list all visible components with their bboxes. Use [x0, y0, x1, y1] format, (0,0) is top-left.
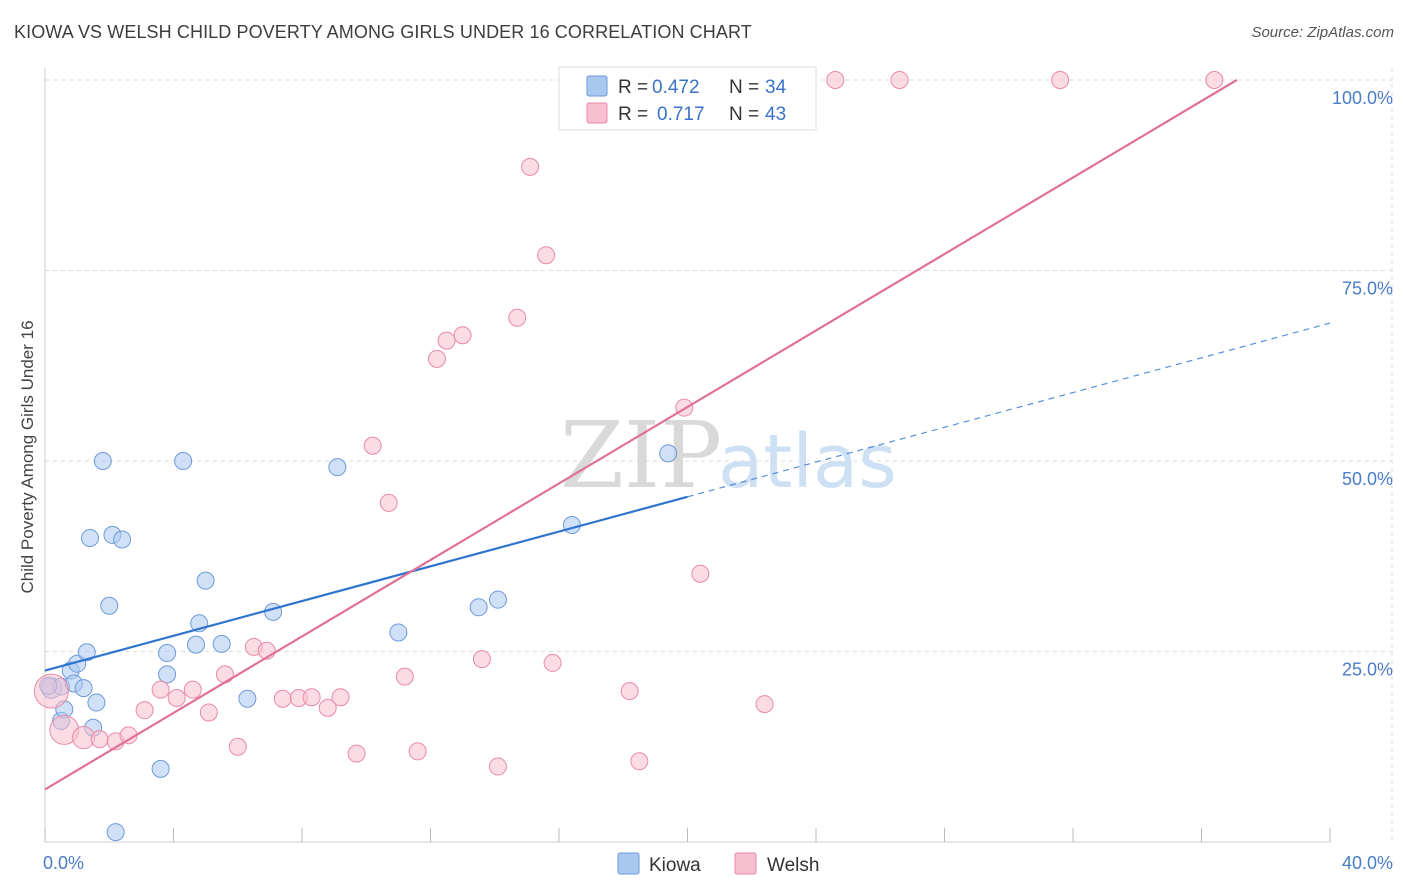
watermark-atlas: atlas — [718, 419, 897, 505]
point-kiowa-12 — [93, 452, 112, 470]
point-welsh-12 — [228, 737, 247, 756]
point-kiowa-25 — [238, 689, 257, 708]
point-kiowa-29 — [469, 598, 488, 617]
trend-line-kiowa-extension — [687, 322, 1331, 498]
bottom-legend-swatch-welsh — [734, 852, 757, 875]
point-welsh-25 — [427, 349, 446, 368]
correlation-legend: R = 0.472 N = 34 R = 0.717 N = 43 — [558, 66, 817, 131]
legend-r-label-kiowa: R = — [618, 77, 648, 98]
point-welsh-34 — [620, 682, 639, 701]
legend-r-value-welsh: 0.717 — [657, 104, 705, 125]
point-kiowa-9 — [80, 528, 99, 547]
series-legend: Kiowa Welsh — [617, 852, 819, 876]
point-welsh-15 — [273, 689, 292, 708]
point-welsh-33 — [543, 653, 562, 672]
point-kiowa-15 — [106, 823, 125, 842]
legend-r-value-kiowa: 0.472 — [652, 77, 700, 98]
x-tick-labels: 0.0% 40.0% — [43, 853, 1393, 873]
point-welsh-20 — [347, 744, 366, 763]
legend-swatch-kiowa — [586, 75, 608, 97]
watermark-zip: ZIP — [560, 402, 722, 509]
point-kiowa-24 — [212, 634, 231, 653]
point-kiowa-7 — [74, 679, 93, 698]
axes — [44, 68, 1331, 843]
point-welsh-11 — [215, 665, 234, 684]
point-welsh-22 — [379, 493, 398, 512]
point-welsh-7 — [151, 680, 170, 699]
legend-n-label-kiowa: N = — [729, 77, 759, 98]
point-kiowa-17 — [151, 759, 170, 778]
point-welsh-0 — [33, 673, 69, 709]
legend-n-value-kiowa: 34 — [765, 77, 787, 98]
bottom-legend-label-welsh: Welsh — [767, 855, 819, 876]
point-kiowa-23 — [196, 571, 215, 590]
point-kiowa-31 — [562, 516, 581, 535]
trend-lines — [44, 79, 1331, 791]
point-kiowa-18 — [158, 665, 177, 684]
point-kiowa-20 — [174, 452, 193, 470]
point-kiowa-21 — [186, 635, 205, 654]
point-welsh-24 — [408, 742, 427, 761]
watermark: ZIP atlas — [560, 402, 897, 509]
bottom-legend-swatch-kiowa — [617, 852, 640, 875]
point-kiowa-16 — [113, 530, 132, 549]
point-welsh-40 — [890, 71, 909, 89]
point-welsh-27 — [453, 326, 472, 345]
point-kiowa-30 — [488, 590, 507, 609]
trend-line-kiowa — [44, 495, 688, 672]
point-kiowa-19 — [158, 644, 177, 663]
point-welsh-31 — [521, 157, 540, 176]
point-welsh-28 — [472, 650, 491, 669]
point-kiowa-32 — [659, 444, 678, 463]
point-welsh-10 — [199, 703, 218, 722]
trend-line-welsh — [44, 79, 1238, 791]
point-welsh-8 — [167, 688, 186, 707]
x-tick-label-min: 0.0% — [43, 853, 84, 873]
y-tick-label-25: 25.0% — [1342, 660, 1393, 680]
point-welsh-23 — [395, 667, 414, 686]
x-tick-label-max: 40.0% — [1342, 853, 1393, 873]
point-welsh-17 — [302, 688, 321, 707]
point-welsh-38 — [755, 695, 774, 714]
bottom-legend-label-kiowa: Kiowa — [649, 855, 701, 876]
point-welsh-21 — [363, 436, 382, 455]
point-welsh-39 — [826, 71, 845, 89]
point-welsh-19 — [331, 688, 350, 707]
y-tick-label-100: 100.0% — [1332, 88, 1393, 108]
legend-n-value-welsh: 43 — [765, 104, 786, 125]
data-points — [33, 71, 1224, 842]
point-welsh-35 — [630, 752, 649, 771]
y-tick-label-50: 50.0% — [1342, 469, 1393, 489]
point-kiowa-11 — [87, 693, 106, 712]
point-welsh-26 — [437, 331, 456, 350]
point-welsh-3 — [90, 730, 109, 749]
y-axis-label: Child Poverty Among Girls Under 16 — [18, 320, 37, 593]
point-kiowa-26 — [264, 602, 283, 621]
point-welsh-41 — [1051, 71, 1070, 89]
point-welsh-30 — [508, 308, 527, 327]
point-kiowa-8 — [77, 643, 96, 662]
point-welsh-32 — [537, 246, 556, 265]
source-label: Source: ZipAtlas.com — [1251, 24, 1394, 41]
y-tick-label-75: 75.0% — [1342, 279, 1393, 299]
point-kiowa-13 — [100, 596, 119, 615]
legend-swatch-welsh — [586, 102, 608, 124]
point-kiowa-27 — [328, 458, 347, 477]
legend-n-label-welsh: N = — [729, 104, 759, 125]
y-tick-labels: 25.0% 50.0% 75.0% 100.0% — [1332, 88, 1393, 680]
point-kiowa-28 — [389, 623, 408, 642]
point-welsh-37 — [691, 564, 710, 583]
legend-r-label-welsh: R = — [618, 104, 648, 125]
point-welsh-6 — [135, 701, 154, 720]
point-welsh-29 — [488, 757, 507, 776]
point-welsh-18 — [318, 698, 337, 717]
point-welsh-9 — [183, 680, 202, 699]
chart-title: KIOWA VS WELSH CHILD POVERTY AMONG GIRLS… — [14, 22, 752, 42]
point-welsh-42 — [1205, 71, 1224, 89]
